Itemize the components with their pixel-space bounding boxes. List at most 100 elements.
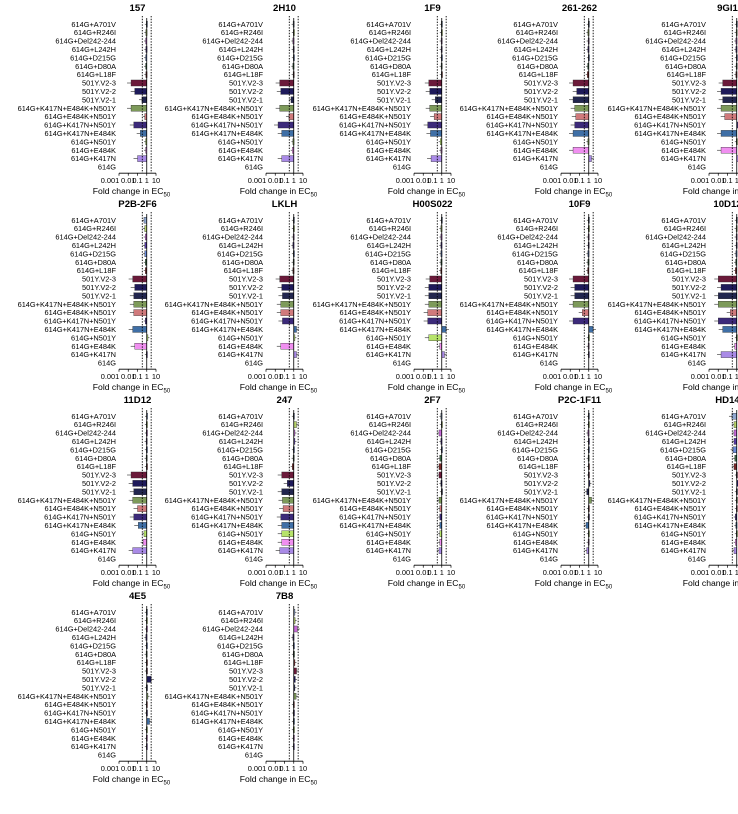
category-label: 614G+D80A <box>75 258 116 267</box>
chart-panel: 7B8614G+A701V614G+R246I614G+Del242-24461… <box>165 591 318 787</box>
category-label: 614G+E484K <box>218 734 263 743</box>
bar <box>143 217 147 224</box>
category-label: 614G+E484K+N501Y <box>192 700 264 709</box>
x-tick-label: 0.001 <box>396 176 415 185</box>
bar <box>732 446 737 453</box>
category-label: 614G+N501Y <box>218 529 263 538</box>
x-tick-label: 0.1 <box>279 176 289 185</box>
bar <box>433 113 442 120</box>
category-label: 614G <box>540 163 558 172</box>
bar <box>733 421 737 428</box>
category-label: 614G+R246I <box>74 616 116 625</box>
bar <box>280 309 294 316</box>
category-label: 501Y.V2-3 <box>524 79 558 88</box>
category-label: 614G+Del242-244 <box>645 37 706 46</box>
bar <box>574 284 589 291</box>
category-label: 614G+E484K+N501Y <box>340 112 412 121</box>
x-tick-label: 0.1 <box>574 568 584 577</box>
x-tick-label: 0.001 <box>248 176 267 185</box>
category-label: 614G+K417N <box>218 154 263 163</box>
bar <box>722 79 737 87</box>
category-label: 614G+R246I <box>369 224 411 233</box>
category-label: 614G+K417N+E484K+N501Y <box>18 300 116 309</box>
category-label: 614G+K417N+N501Y <box>44 513 116 522</box>
x-axis-label: Fold change in EC50 <box>240 774 318 787</box>
bar <box>133 121 147 129</box>
x-tick-label: 0.001 <box>543 372 562 381</box>
bar <box>287 480 294 487</box>
category-label: 501Y.V2-3 <box>672 79 706 88</box>
category-label: 501Y.V2-2 <box>377 283 411 292</box>
chart-panel: 247614G+A701V614G+R246I614G+Del242-24461… <box>165 395 318 591</box>
bar <box>282 317 294 325</box>
category-label: 614G+K417N+E484K+N501Y <box>165 300 263 309</box>
bar <box>132 497 147 504</box>
category-label: 614G <box>688 555 706 564</box>
category-label: 614G+K417N+N501Y <box>191 317 263 326</box>
category-label: 501Y.V2-3 <box>524 471 558 480</box>
chart-title: LKLH <box>272 199 298 210</box>
bar <box>438 463 442 470</box>
x-tick-label: 0.1 <box>132 176 142 185</box>
x-tick-label: 0.1 <box>427 372 437 381</box>
category-label: 614G+Del242-244 <box>202 233 263 242</box>
x-axis-label: Fold change in EC50 <box>535 186 613 199</box>
x-tick-label: 0.01 <box>563 176 577 185</box>
category-label: 501Y.V2-1 <box>229 683 263 692</box>
bar <box>132 547 147 554</box>
x-tick-label: 0.001 <box>691 176 710 185</box>
category-label: 614G+D80A <box>75 454 116 463</box>
category-label: 501Y.V2-1 <box>524 487 558 496</box>
category-label: 614G+K417N+E484K <box>45 717 117 726</box>
category-label: 614G+A701V <box>218 216 263 225</box>
chart-title: 10F9 <box>569 199 591 210</box>
category-label: 614G+L242H <box>219 241 263 250</box>
x-tick-label: 1 <box>735 372 738 381</box>
bar <box>429 105 442 112</box>
bar <box>293 667 297 675</box>
category-label: 614G+R246I <box>516 28 558 37</box>
category-label: 614G+E484K+N501Y <box>192 308 264 317</box>
category-label: 501Y.V2-3 <box>377 471 411 480</box>
bar <box>293 326 297 333</box>
chart-title: 10D12 <box>713 199 738 210</box>
bar <box>430 155 442 162</box>
category-label: 501Y.V2-2 <box>524 479 558 488</box>
category-label: 614G+L18F <box>77 70 117 79</box>
category-label: 501Y.V2-1 <box>524 291 558 300</box>
category-label: 614G+L242H <box>72 45 116 54</box>
category-label: 614G+K417N+E484K+N501Y <box>165 496 263 505</box>
category-label: 501Y.V2-2 <box>229 283 263 292</box>
category-label: 614G <box>245 359 263 368</box>
category-label: 614G+K417N+E484K <box>340 129 412 138</box>
x-tick-label: 0.1 <box>427 568 437 577</box>
x-tick-label: 0.01 <box>121 568 135 577</box>
bar <box>281 488 294 495</box>
category-label: 614G+K417N+E484K+N501Y <box>18 496 116 505</box>
category-label: 614G+A701V <box>661 216 706 225</box>
x-tick-label: 0.001 <box>691 568 710 577</box>
category-label: 614G+K417N+E484K+N501Y <box>165 104 263 113</box>
category-label: 614G+A701V <box>661 412 706 421</box>
chart-panel: 2F7614G+A701V614G+R246I614G+Del242-24461… <box>313 395 466 591</box>
category-label: 614G+K417N+E484K+N501Y <box>165 692 263 701</box>
x-axis-label: Fold change in EC50 <box>388 578 466 591</box>
bar <box>281 471 294 479</box>
category-label: 614G+L242H <box>662 437 706 446</box>
bar <box>428 301 442 308</box>
category-label: 614G+K417N+E484K+N501Y <box>18 692 116 701</box>
bar <box>428 334 442 341</box>
bar <box>132 275 147 283</box>
x-tick-label: 0.01 <box>563 568 577 577</box>
category-label: 614G+R246I <box>74 28 116 37</box>
bar <box>572 275 589 283</box>
x-tick-label: 0.1 <box>279 568 289 577</box>
category-label: 614G+K417N+N501Y <box>44 317 116 326</box>
x-tick-label: 1 <box>587 176 591 185</box>
category-label: 614G+A701V <box>513 412 558 421</box>
category-label: 614G+K417N+N501Y <box>44 709 116 718</box>
category-label: 614G+K417N+E484K <box>487 521 559 530</box>
chart-title: 157 <box>129 3 145 14</box>
category-label: 614G+K417N+E484K <box>45 325 117 334</box>
category-label: 614G+R246I <box>221 420 263 429</box>
